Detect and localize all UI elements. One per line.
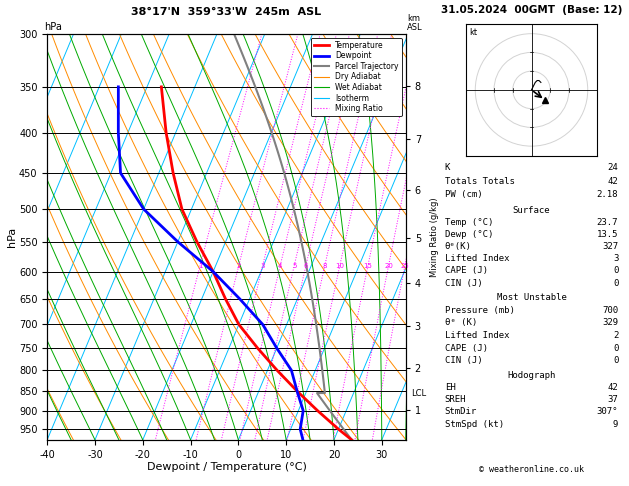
Text: 6: 6	[304, 263, 308, 269]
Text: 10: 10	[335, 263, 344, 269]
Text: CAPE (J): CAPE (J)	[445, 266, 487, 276]
Text: Dewp (°C): Dewp (°C)	[445, 230, 493, 239]
Text: CIN (J): CIN (J)	[445, 278, 482, 288]
Text: 1: 1	[198, 263, 203, 269]
Text: 8: 8	[323, 263, 327, 269]
Legend: Temperature, Dewpoint, Parcel Trajectory, Dry Adiabat, Wet Adiabat, Isotherm, Mi: Temperature, Dewpoint, Parcel Trajectory…	[311, 38, 402, 116]
Text: 42: 42	[608, 383, 618, 392]
Text: 2: 2	[613, 331, 618, 340]
Text: PW (cm): PW (cm)	[445, 191, 482, 199]
Text: 2: 2	[237, 263, 241, 269]
Text: km
ASL: km ASL	[407, 14, 423, 32]
Text: 2.18: 2.18	[597, 191, 618, 199]
Text: 42: 42	[608, 176, 618, 186]
Text: © weatheronline.co.uk: © weatheronline.co.uk	[479, 465, 584, 474]
Text: Hodograph: Hodograph	[508, 371, 555, 380]
Text: StmSpd (kt): StmSpd (kt)	[445, 419, 504, 429]
Text: Most Unstable: Most Unstable	[496, 294, 567, 302]
Text: 327: 327	[602, 242, 618, 251]
Text: 15: 15	[364, 263, 372, 269]
Text: 307°: 307°	[597, 407, 618, 417]
Text: Temp (°C): Temp (°C)	[445, 218, 493, 227]
Text: Lifted Index: Lifted Index	[445, 254, 509, 263]
Text: K: K	[445, 163, 450, 172]
Y-axis label: hPa: hPa	[8, 227, 18, 247]
Text: Totals Totals: Totals Totals	[445, 176, 515, 186]
X-axis label: Dewpoint / Temperature (°C): Dewpoint / Temperature (°C)	[147, 462, 306, 472]
Text: 23.7: 23.7	[597, 218, 618, 227]
Text: 25: 25	[401, 263, 409, 269]
Text: Pressure (mb): Pressure (mb)	[445, 306, 515, 315]
Text: 24: 24	[608, 163, 618, 172]
Text: 20: 20	[384, 263, 393, 269]
Text: 0: 0	[613, 266, 618, 276]
Text: 4: 4	[278, 263, 282, 269]
Text: CAPE (J): CAPE (J)	[445, 344, 487, 353]
Text: 3: 3	[260, 263, 265, 269]
Text: 31.05.2024  00GMT  (Base: 12): 31.05.2024 00GMT (Base: 12)	[441, 5, 622, 15]
Text: 38°17'N  359°33'W  245m  ASL: 38°17'N 359°33'W 245m ASL	[131, 7, 321, 17]
Text: Lifted Index: Lifted Index	[445, 331, 509, 340]
Text: Surface: Surface	[513, 206, 550, 215]
Text: 13.5: 13.5	[597, 230, 618, 239]
Text: θᵉ (K): θᵉ (K)	[445, 318, 477, 328]
Text: 329: 329	[602, 318, 618, 328]
Text: θᵉ(K): θᵉ(K)	[445, 242, 472, 251]
Text: 0: 0	[613, 356, 618, 365]
Text: kt: kt	[470, 28, 478, 37]
Text: Mixing Ratio (g/kg): Mixing Ratio (g/kg)	[430, 197, 438, 277]
Text: StmDir: StmDir	[445, 407, 477, 417]
Text: 37: 37	[608, 395, 618, 404]
Text: 9: 9	[613, 419, 618, 429]
Text: EH: EH	[445, 383, 455, 392]
Text: 700: 700	[602, 306, 618, 315]
Text: 0: 0	[613, 344, 618, 353]
Text: CIN (J): CIN (J)	[445, 356, 482, 365]
Text: hPa: hPa	[44, 21, 62, 32]
Text: LCL: LCL	[411, 388, 426, 398]
Text: 5: 5	[292, 263, 296, 269]
Text: 0: 0	[613, 278, 618, 288]
Text: SREH: SREH	[445, 395, 466, 404]
Text: 3: 3	[613, 254, 618, 263]
